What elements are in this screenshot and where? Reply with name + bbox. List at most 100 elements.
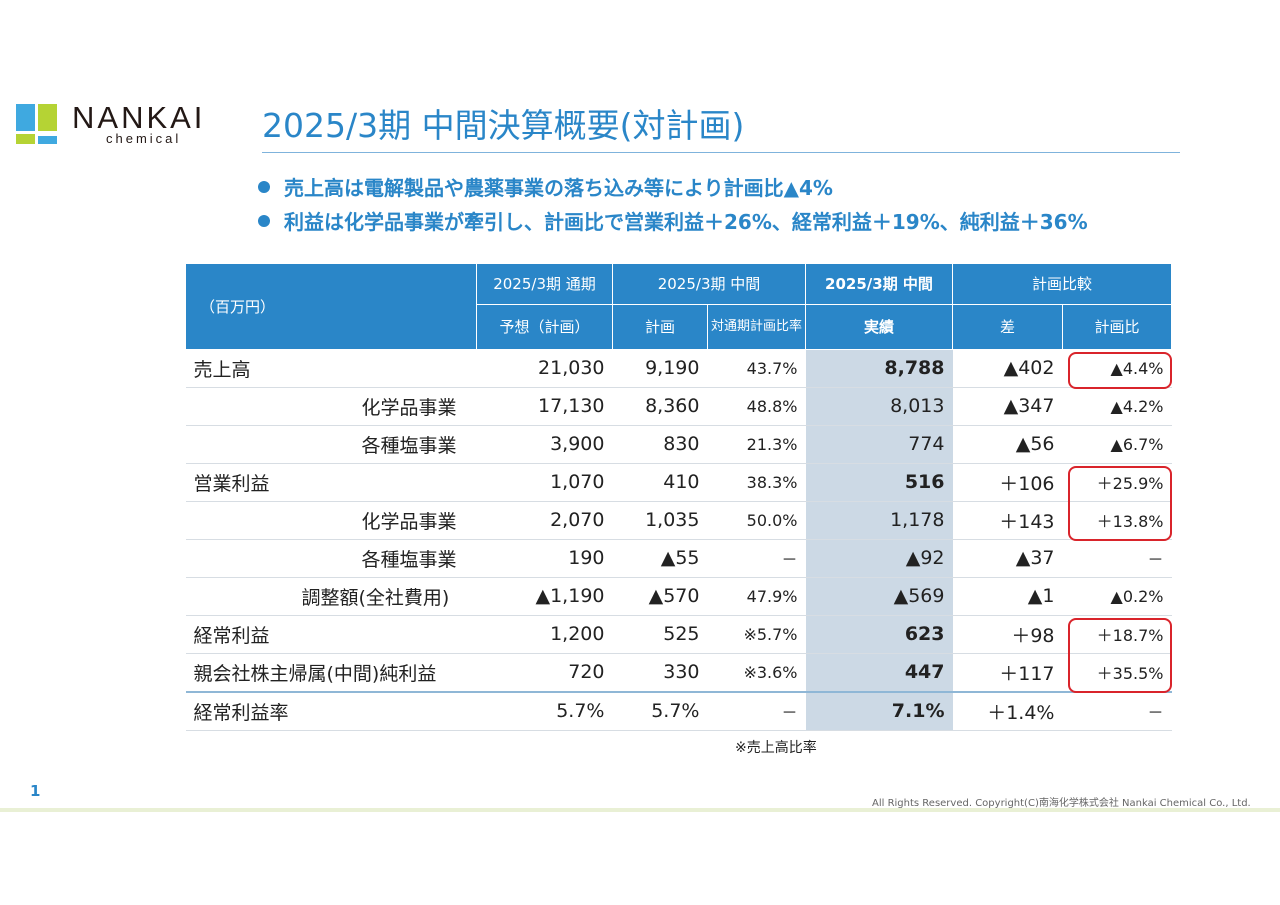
cell: ＋106 bbox=[952, 463, 1063, 502]
cell: 2,070 bbox=[476, 501, 613, 540]
row-label: 調整額(全社費用) bbox=[185, 577, 477, 616]
cell: ▲570 bbox=[612, 577, 708, 616]
bullet-icon bbox=[258, 181, 270, 193]
cell: ▲4.2% bbox=[1062, 387, 1172, 426]
cell: 5.7% bbox=[612, 690, 708, 731]
copyright: All Rights Reserved. Copyright(C)南海化学株式会… bbox=[872, 798, 1251, 809]
bullet-point: 売上高は電解製品や農薬事業の落ち込み等により計画比▲4% bbox=[258, 172, 833, 201]
cell: ▲56 bbox=[952, 425, 1063, 464]
bullet-icon bbox=[258, 215, 270, 227]
cell: 525 bbox=[612, 615, 708, 654]
footer-line bbox=[0, 808, 1280, 812]
cell: 47.9% bbox=[707, 577, 806, 616]
cell: ▲402 bbox=[952, 349, 1063, 388]
cell: 9,190 bbox=[612, 349, 708, 388]
table-row: 営業利益 1,070 410 38.3% 516 ＋106 ＋25.9% bbox=[185, 463, 1172, 502]
table-row: 経常利益率 5.7% 5.7% － 7.1% ＋1.4% － bbox=[185, 690, 1172, 731]
cell: 720 bbox=[476, 653, 613, 692]
highlight-box bbox=[1068, 466, 1172, 541]
row-label: 化学品事業 bbox=[185, 501, 477, 540]
cell: 447 bbox=[805, 653, 953, 692]
bullet-text: 利益は化学品事業が牽引し、計画比で営業利益＋26%、経常利益＋19%、純利益＋3… bbox=[284, 210, 1088, 234]
cell: 50.0% bbox=[707, 501, 806, 540]
cell: － bbox=[1062, 539, 1172, 578]
page-number: 1 bbox=[30, 782, 41, 800]
cell: 516 bbox=[805, 463, 953, 502]
cell: 1,035 bbox=[612, 501, 708, 540]
bullet-text: 売上高は電解製品や農薬事業の落ち込み等により計画比▲4% bbox=[284, 176, 833, 200]
table-row: 各種塩事業 3,900 830 21.3% 774 ▲56 ▲6.7% bbox=[185, 425, 1172, 464]
cell: 48.8% bbox=[707, 387, 806, 426]
cell: 410 bbox=[612, 463, 708, 502]
cell: 190 bbox=[476, 539, 613, 578]
cell: 623 bbox=[805, 615, 953, 654]
cell: 17,130 bbox=[476, 387, 613, 426]
cell: ＋117 bbox=[952, 653, 1063, 692]
cell: 7.1% bbox=[805, 690, 953, 731]
logo-text: NANKAI bbox=[72, 100, 206, 135]
row-label: 経常利益 bbox=[185, 615, 477, 654]
cell: ▲55 bbox=[612, 539, 708, 578]
cell: ＋143 bbox=[952, 501, 1063, 540]
subheader-forecast: 予想（計画） bbox=[476, 304, 613, 350]
cell: ▲92 bbox=[805, 539, 953, 578]
subheader-difference: 差 bbox=[952, 304, 1063, 350]
header-fy-forecast: 2025/3期 通期 bbox=[476, 264, 613, 305]
logo-subtext: chemical bbox=[106, 131, 182, 146]
highlight-box bbox=[1068, 618, 1172, 693]
cell: 774 bbox=[805, 425, 953, 464]
cell: ＋35.5% bbox=[1062, 653, 1172, 692]
subheader-vs-plan: 計画比 bbox=[1062, 304, 1172, 350]
cell: － bbox=[707, 539, 806, 578]
cell: 1,178 bbox=[805, 501, 953, 540]
header-interim-actual: 2025/3期 中間 bbox=[805, 264, 953, 305]
table-row: 経常利益 1,200 525 ※5.7% 623 ＋98 ＋18.7% bbox=[185, 615, 1172, 654]
table-row: 調整額(全社費用) ▲1,190 ▲570 47.9% ▲569 ▲1 ▲0.2% bbox=[185, 577, 1172, 616]
cell: ▲4.4% bbox=[1062, 349, 1172, 388]
row-label: 各種塩事業 bbox=[185, 425, 477, 464]
cell: － bbox=[707, 690, 806, 731]
table-row: 各種塩事業 190 ▲55 － ▲92 ▲37 － bbox=[185, 539, 1172, 578]
subheader-ratio: 対通期計画比率 bbox=[707, 304, 806, 350]
unit-header: （百万円） bbox=[185, 264, 477, 350]
cell: ※3.6% bbox=[707, 653, 806, 692]
cell: ＋98 bbox=[952, 615, 1063, 654]
table-row: 親会社株主帰属(中間)純利益 720 330 ※3.6% 447 ＋117 ＋35.5% bbox=[185, 653, 1172, 692]
cell: 330 bbox=[612, 653, 708, 692]
cell: ▲6.7% bbox=[1062, 425, 1172, 464]
header-plan-comparison: 計画比較 bbox=[952, 264, 1172, 305]
cell: ▲1,190 bbox=[476, 577, 613, 616]
cell: 38.3% bbox=[707, 463, 806, 502]
cell: ＋25.9% bbox=[1062, 463, 1172, 502]
cell: ▲569 bbox=[805, 577, 953, 616]
cell: 43.7% bbox=[707, 349, 806, 388]
cell: ▲37 bbox=[952, 539, 1063, 578]
cell: 8,013 bbox=[805, 387, 953, 426]
cell: 1,200 bbox=[476, 615, 613, 654]
page-title: 2025/3期 中間決算概要(対計画) bbox=[262, 106, 745, 145]
cell: － bbox=[1062, 690, 1172, 731]
cell: 3,900 bbox=[476, 425, 613, 464]
row-label: 各種塩事業 bbox=[185, 539, 477, 578]
cell: ＋13.8% bbox=[1062, 501, 1172, 540]
cell: 5.7% bbox=[476, 690, 613, 731]
cell: 1,070 bbox=[476, 463, 613, 502]
row-label: 化学品事業 bbox=[185, 387, 477, 426]
cell: 8,788 bbox=[805, 349, 953, 388]
row-label: 営業利益 bbox=[185, 463, 477, 502]
footnote: ※売上高比率 bbox=[735, 740, 817, 756]
table-row: 化学品事業 17,130 8,360 48.8% 8,013 ▲347 ▲4.2% bbox=[185, 387, 1172, 426]
cell: ＋18.7% bbox=[1062, 615, 1172, 654]
cell: ▲1 bbox=[952, 577, 1063, 616]
row-label: 経常利益率 bbox=[185, 690, 477, 731]
bullet-point: 利益は化学品事業が牽引し、計画比で営業利益＋26%、経常利益＋19%、純利益＋3… bbox=[258, 206, 1088, 235]
title-divider bbox=[262, 152, 1180, 153]
subheader-actual: 実績 bbox=[805, 304, 953, 350]
cell: 830 bbox=[612, 425, 708, 464]
highlight-box bbox=[1068, 352, 1172, 389]
row-label: 売上高 bbox=[185, 349, 477, 388]
header-interim-plan: 2025/3期 中間 bbox=[612, 264, 806, 305]
row-label: 親会社株主帰属(中間)純利益 bbox=[185, 653, 477, 692]
cell: 21,030 bbox=[476, 349, 613, 388]
